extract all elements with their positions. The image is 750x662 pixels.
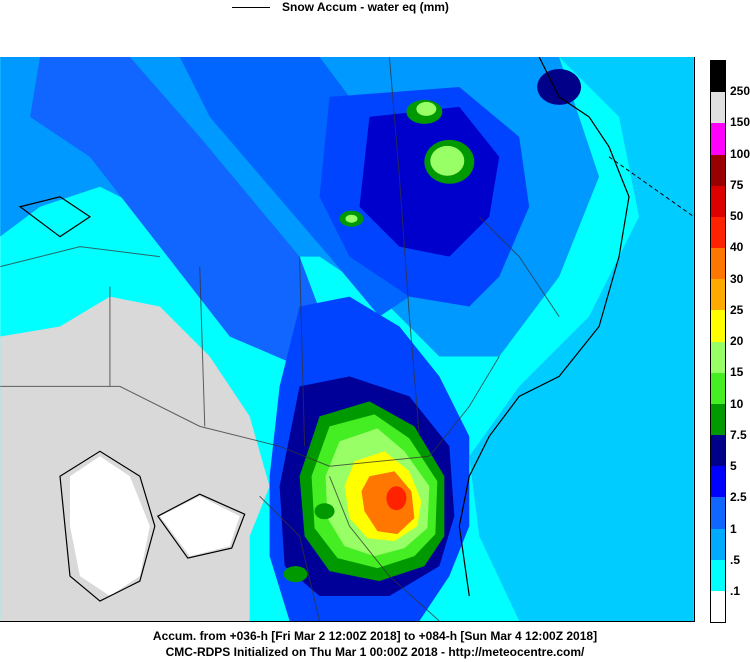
white-lake-2 <box>159 496 240 557</box>
tick-label: 2.5 <box>730 490 747 504</box>
color-scale-bar <box>710 60 726 623</box>
coastlines <box>18 57 630 602</box>
legend-label: Snow Accum - water eq (mm) <box>282 0 449 14</box>
color-scale-segment <box>711 403 725 436</box>
color-scale-segment <box>711 341 725 373</box>
tick-label: 75 <box>730 178 744 192</box>
lime-spot-2 <box>430 145 465 176</box>
tick-label: 150 <box>730 115 750 129</box>
green-sw-2 <box>314 503 335 520</box>
tick-label: 20 <box>730 334 744 348</box>
tick-label: .5 <box>730 553 741 567</box>
lime-spot-3 <box>345 214 358 223</box>
precipitation-map <box>0 57 695 622</box>
tick-label: 40 <box>730 240 744 254</box>
color-scale-segment <box>711 528 725 560</box>
navy-spot-nb <box>537 68 582 105</box>
tick-label: 100 <box>730 147 750 161</box>
color-scale-segment <box>711 372 725 404</box>
color-scale-segment <box>711 154 725 186</box>
lime-spot-1 <box>416 101 437 116</box>
footer-line-1: Accum. from +036-h [Fri Mar 2 12:00Z 201… <box>152 629 598 643</box>
dashed-boundary <box>608 156 694 218</box>
color-scale-segment <box>711 185 725 217</box>
tick-label: 250 <box>730 84 750 98</box>
tick-label: 7.5 <box>730 428 747 442</box>
color-scale-segment <box>711 590 725 623</box>
color-scale-segment <box>711 466 725 498</box>
tick-label: 15 <box>730 365 744 379</box>
tick-label: 1 <box>730 522 737 536</box>
color-scale-segment <box>711 248 725 280</box>
legend-line-sample <box>232 6 270 8</box>
footer-line-2: CMC-RDPS Initialized on Thu Mar 1 00:00Z… <box>165 645 585 659</box>
tick-label: 5 <box>730 459 737 473</box>
green-sw-1 <box>283 566 308 583</box>
color-scale-segment <box>711 310 725 342</box>
color-scale-segment <box>711 61 725 93</box>
color-scale-segment <box>711 216 725 249</box>
tick-label: 10 <box>730 397 744 411</box>
tick-label: 30 <box>730 272 744 286</box>
color-scale-segment <box>711 123 725 155</box>
color-scale-segment <box>711 279 725 311</box>
tick-label: 50 <box>730 209 744 223</box>
blue-streak-west <box>30 57 330 367</box>
tick-label: 25 <box>730 303 744 317</box>
color-scale-segment <box>711 92 725 124</box>
white-lakes <box>69 456 150 597</box>
tick-label: .1 <box>730 584 741 598</box>
political-boundaries <box>0 57 560 621</box>
red-core <box>386 486 407 511</box>
color-scale-segment <box>711 435 725 467</box>
color-scale-segment <box>711 559 725 591</box>
color-scale-segment <box>711 497 725 529</box>
legend-header: Snow Accum - water eq (mm) <box>232 0 449 17</box>
ocean-east <box>469 57 694 621</box>
